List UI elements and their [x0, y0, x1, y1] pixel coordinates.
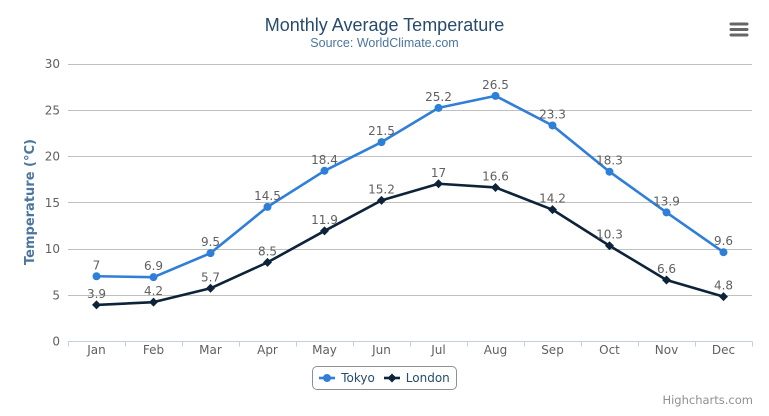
- legend-label-tokyo: Tokyo: [341, 371, 375, 385]
- y-axis-label: 30: [45, 57, 60, 71]
- data-label-london-aug: 16.6: [482, 169, 509, 183]
- data-point-london-dec[interactable]: [719, 292, 728, 302]
- y-axis-label: 20: [45, 150, 60, 164]
- data-label-london-feb: 4.2: [144, 284, 163, 298]
- data-label-london-may: 11.9: [311, 213, 338, 227]
- data-point-tokyo-apr[interactable]: [263, 202, 272, 211]
- x-axis-label: Feb: [143, 343, 164, 357]
- x-axis-label: Dec: [712, 343, 735, 357]
- data-label-tokyo-jul: 25.2: [425, 90, 452, 104]
- x-axis-label: Jul: [430, 343, 445, 357]
- data-label-london-jul: 17: [431, 166, 446, 180]
- data-point-london-aug[interactable]: [491, 182, 500, 192]
- x-axis-label: May: [312, 343, 337, 357]
- data-point-london-jun[interactable]: [377, 195, 386, 205]
- data-point-london-nov[interactable]: [662, 275, 671, 285]
- data-point-london-jul[interactable]: [434, 179, 443, 189]
- chart-subtitle: Source: WorldClimate.com: [310, 36, 459, 50]
- y-axis-label: 15: [45, 196, 60, 210]
- data-label-tokyo-aug: 26.5: [482, 78, 509, 92]
- data-point-tokyo-mar[interactable]: [206, 249, 215, 258]
- data-label-tokyo-jun: 21.5: [368, 124, 395, 138]
- data-point-tokyo-jun[interactable]: [377, 138, 386, 147]
- y-axis-label: 0: [52, 335, 60, 349]
- y-axis-label: 10: [45, 242, 60, 256]
- y-axis-label: 25: [45, 103, 60, 117]
- data-point-tokyo-sep[interactable]: [548, 121, 557, 130]
- data-point-tokyo-dec[interactable]: [719, 248, 728, 257]
- data-label-tokyo-apr: 14.5: [254, 189, 281, 203]
- legend-marker-circle-icon: [319, 374, 336, 382]
- y-axis-title: Temperature (°C): [23, 139, 38, 265]
- x-axis-label: Nov: [655, 343, 678, 357]
- data-point-tokyo-aug[interactable]: [491, 91, 500, 100]
- data-label-tokyo-jan: 7: [93, 258, 101, 272]
- chart-title: Monthly Average Temperature: [264, 15, 505, 35]
- series-line-london: [95, 182, 725, 307]
- data-label-tokyo-nov: 13.9: [653, 194, 680, 208]
- data-point-tokyo-may[interactable]: [320, 166, 329, 175]
- credits-link[interactable]: Highcharts.com: [662, 393, 753, 407]
- legend-label-london: London: [405, 371, 450, 385]
- data-label-tokyo-may: 18.4: [311, 153, 338, 167]
- data-label-london-oct: 10.3: [596, 228, 623, 242]
- data-point-tokyo-jan[interactable]: [92, 272, 101, 281]
- legend-box: Tokyo London: [312, 366, 457, 390]
- x-axis-label: Aug: [484, 343, 507, 357]
- data-point-london-oct[interactable]: [605, 241, 614, 251]
- data-label-tokyo-mar: 9.5: [201, 235, 220, 249]
- data-label-london-apr: 8.5: [258, 244, 277, 258]
- data-point-london-mar[interactable]: [206, 283, 215, 293]
- x-axis-label: Apr: [257, 343, 278, 357]
- data-point-tokyo-oct[interactable]: [605, 167, 614, 176]
- legend-marker-diamond-icon: [383, 373, 400, 383]
- data-point-london-sep[interactable]: [548, 205, 557, 215]
- x-axis-label: Jan: [86, 343, 106, 357]
- data-point-london-jan[interactable]: [92, 300, 101, 310]
- data-point-london-apr[interactable]: [263, 257, 272, 267]
- data-point-london-may[interactable]: [320, 226, 329, 236]
- data-label-tokyo-dec: 9.6: [714, 234, 733, 248]
- data-point-tokyo-jul[interactable]: [434, 103, 443, 112]
- x-axis-label: Oct: [599, 343, 620, 357]
- x-axis-label: Sep: [541, 343, 564, 357]
- x-axis-label: Mar: [199, 343, 222, 357]
- y-axis-label: 5: [52, 288, 60, 302]
- hamburger-icon: [729, 22, 749, 37]
- data-label-london-jun: 15.2: [368, 182, 395, 196]
- legend-item-tokyo[interactable]: Tokyo: [319, 371, 375, 385]
- data-label-london-jan: 3.9: [87, 287, 106, 301]
- data-point-tokyo-feb[interactable]: [149, 273, 158, 282]
- legend: Tokyo London: [0, 366, 769, 390]
- legend-item-london[interactable]: London: [383, 371, 450, 385]
- data-point-london-feb[interactable]: [149, 297, 158, 307]
- data-label-london-nov: 6.6: [657, 262, 676, 276]
- data-point-tokyo-nov[interactable]: [662, 208, 671, 217]
- data-label-london-dec: 4.8: [714, 279, 733, 293]
- chart-context-menu-button[interactable]: [727, 19, 751, 41]
- data-label-tokyo-feb: 6.9: [144, 259, 163, 273]
- series-line-tokyo: [95, 94, 725, 279]
- data-label-tokyo-sep: 23.3: [539, 107, 566, 121]
- data-label-tokyo-oct: 18.3: [596, 154, 623, 168]
- data-label-london-sep: 14.2: [539, 192, 566, 206]
- x-axis-label: Jun: [371, 343, 391, 357]
- data-label-london-mar: 5.7: [201, 270, 220, 284]
